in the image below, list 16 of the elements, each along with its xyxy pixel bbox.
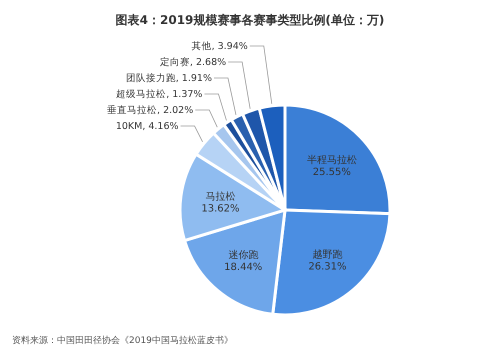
slice-label: 垂直马拉松, 2.02% [107,104,194,116]
slice-label: 定向赛, 2.68% [160,56,226,68]
slice-label: 团队接力跑, 1.91% [126,72,212,84]
slice-label: 半程马拉松 [306,154,357,166]
data-label: 18.44% [224,262,262,273]
data-label: 26.31% [308,261,346,272]
slice-label: 10KM, 4.16% [116,121,179,132]
data-label: 13.62% [201,203,240,214]
data-label: 25.55% [312,166,351,178]
slice-label: 其他, 3.94% [192,40,248,52]
chart-title: 图表4：2019规模赛事各赛事类型比例(单位：万) [114,12,386,29]
slice-label: 马拉松 [205,190,236,202]
slice-label: 迷你跑 [228,248,258,261]
slice-label: 越野跑 [312,248,342,260]
slice-label: 超级马拉松, 1.37% [116,88,202,100]
text: 资料来源：中国田田径协会《2019中国马拉松蓝皮书》 [12,334,233,347]
